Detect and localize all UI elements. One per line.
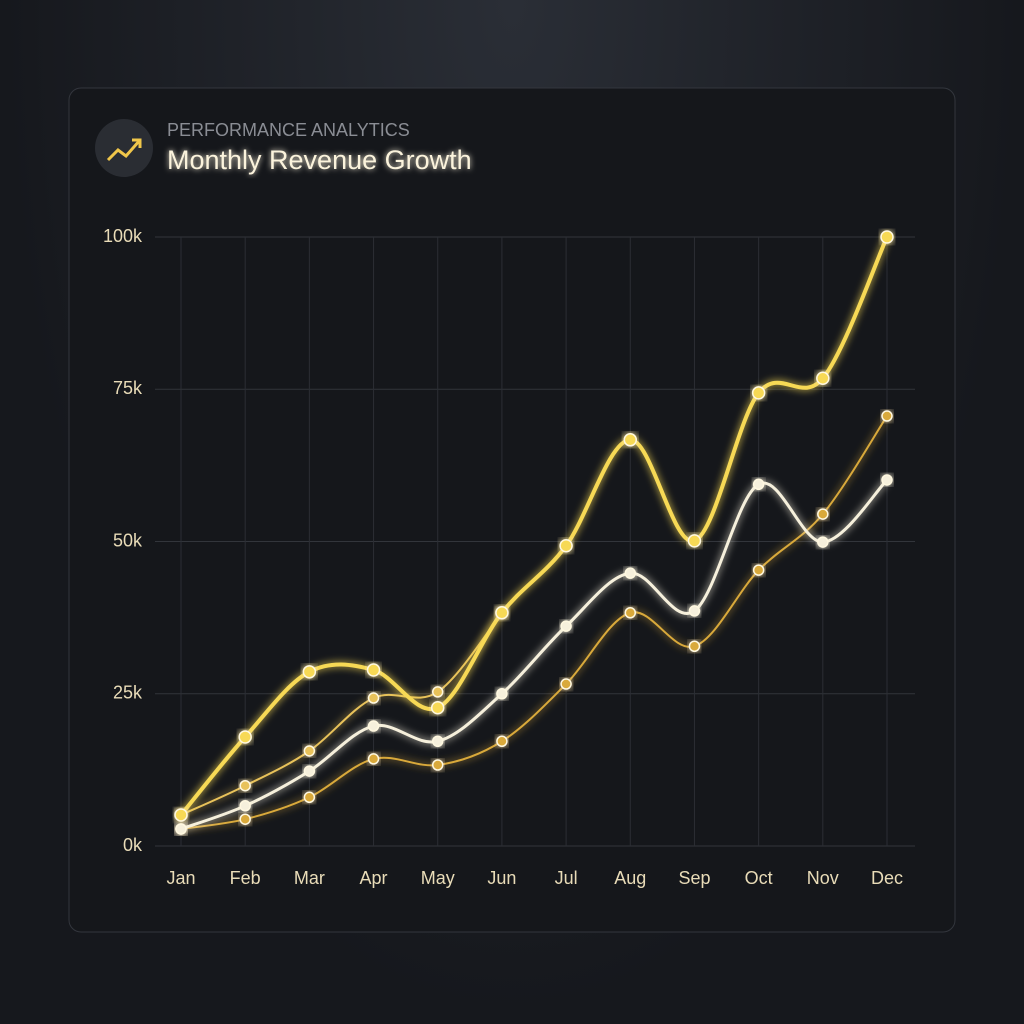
point: [881, 474, 893, 486]
x-tick-label: Jul: [555, 868, 578, 888]
point: [623, 433, 638, 447]
point: [751, 386, 766, 400]
chart-title: Monthly Revenue Growth: [167, 145, 472, 175]
point: [559, 539, 573, 553]
point: [303, 791, 316, 804]
x-tick-label: Jun: [487, 868, 516, 888]
x-tick-label: Feb: [230, 868, 261, 888]
x-tick-label: Mar: [294, 868, 325, 888]
point: [430, 701, 445, 715]
point: [496, 688, 508, 700]
point: [367, 753, 380, 765]
point: [880, 230, 894, 244]
point: [431, 759, 444, 771]
point: [688, 605, 701, 617]
point: [816, 371, 830, 386]
point: [817, 536, 829, 548]
point: [238, 730, 252, 744]
x-tick-label: Aug: [614, 868, 646, 888]
point: [560, 678, 572, 690]
point: [175, 823, 187, 835]
y-tick-label: 50k: [113, 530, 143, 550]
point: [303, 745, 316, 757]
point: [239, 779, 251, 792]
y-tick-label: 25k: [113, 683, 143, 703]
point: [367, 720, 380, 732]
y-tick-label: 0k: [123, 835, 143, 855]
point: [752, 478, 765, 491]
point: [366, 663, 381, 677]
x-tick-label: Jan: [166, 868, 195, 888]
point: [560, 620, 572, 632]
point: [752, 564, 765, 576]
point: [431, 686, 444, 698]
point: [303, 765, 316, 777]
point: [687, 534, 702, 548]
point: [239, 813, 251, 825]
point: [881, 410, 893, 422]
point: [496, 735, 508, 748]
icon-bg: [95, 119, 153, 177]
point: [431, 735, 444, 748]
point: [174, 808, 188, 822]
x-tick-label: Dec: [871, 868, 903, 888]
eyebrow: PERFORMANCE ANALYTICS: [167, 120, 410, 140]
y-tick-label: 75k: [113, 378, 143, 398]
x-tick-label: Oct: [745, 868, 773, 888]
x-tick-label: May: [421, 868, 455, 888]
point: [302, 665, 317, 679]
x-tick-label: Apr: [360, 868, 388, 888]
point: [817, 508, 829, 520]
card: [68, 87, 956, 933]
point: [624, 607, 637, 619]
point: [239, 800, 251, 812]
point: [688, 640, 701, 652]
x-tick-label: Sep: [678, 868, 710, 888]
icon: [132, 138, 142, 148]
point: [367, 692, 380, 704]
point: [624, 567, 637, 579]
icon: [106, 139, 142, 162]
x-tick-label: Nov: [807, 868, 839, 888]
y-tick-label: 100k: [103, 226, 143, 246]
point: [495, 606, 509, 620]
